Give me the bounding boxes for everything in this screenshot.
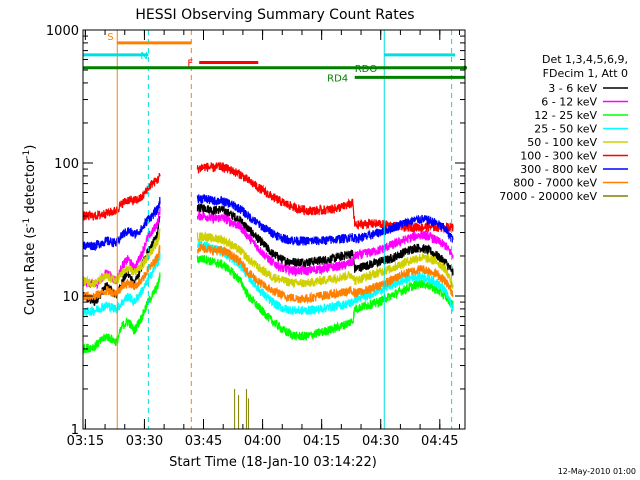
- legend-label: 7000 - 20000 keV: [499, 190, 597, 203]
- y-label-sup-1: -1: [22, 218, 32, 227]
- y-label-part-1: Count Rate (s: [23, 227, 38, 316]
- legend-label: 12 - 25 keV: [534, 109, 597, 122]
- legend-label: 50 - 100 keV: [527, 136, 597, 149]
- x-tick-label: 04:15: [303, 434, 340, 449]
- legend-header-line-2: FDecim 1, Att 0: [543, 67, 628, 80]
- flag-bars-layer: S N F RDO RD4: [83, 32, 467, 84]
- legend-label: 3 - 6 keV: [548, 82, 597, 95]
- flag-bar-label: N: [140, 51, 147, 62]
- flag-bar-label: F: [187, 58, 193, 69]
- series-line-6: [83, 161, 454, 234]
- series-line-7: [83, 193, 454, 252]
- y-tick-label: 1000: [46, 24, 79, 39]
- y-label-part-3: ): [23, 145, 38, 150]
- series-line-3: [83, 254, 454, 354]
- x-axis-label: Start Time (18-Jan-10 03:14:22): [169, 455, 377, 470]
- flag-bar-label: RDO: [355, 64, 378, 75]
- footer-date: 12-May-2010 01:00: [558, 467, 636, 476]
- markers-layer: [116, 30, 453, 429]
- y-label-sup-2: -1: [22, 150, 32, 159]
- legend-label: 100 - 300 keV: [520, 150, 597, 163]
- x-tick-label: 03:45: [185, 434, 222, 449]
- legend-label: 25 - 50 keV: [534, 123, 597, 136]
- legend-label: 6 - 12 keV: [541, 96, 597, 109]
- series-line-4: [83, 240, 454, 317]
- plot-frame: [82, 29, 466, 430]
- y-axis-label: Count Rate (s-1 detector-1): [22, 145, 38, 316]
- legend-header-line-1: Det 1,3,4,5,6,9,: [542, 53, 628, 66]
- y-tick-label: 10: [62, 290, 79, 305]
- y-tick-label: 1: [71, 423, 79, 438]
- legend-label: 300 - 800 keV: [520, 163, 597, 176]
- x-tick-label: 04:45: [421, 434, 458, 449]
- x-tick-label: 04:30: [362, 434, 399, 449]
- series-layer: [83, 161, 454, 429]
- x-tick-label: 03:30: [126, 434, 163, 449]
- flag-bar-label: RD4: [327, 73, 348, 84]
- chart-title: HESSI Observing Summary Count Rates: [135, 7, 414, 23]
- x-tick-label: 03:15: [67, 434, 104, 449]
- y-label-part-2: detector: [23, 158, 38, 218]
- axes-layer: 03:15 03:30 03:45 04:00 04:15 04:30 04:45 1 10 10…: [46, 24, 465, 449]
- series-line-8: [83, 244, 454, 305]
- x-tick-label: 04:00: [244, 434, 281, 449]
- y-tick-label: 100: [54, 157, 79, 172]
- series-line-5: [83, 228, 454, 289]
- legend: Det 1,3,4,5,6,9, FDecim 1, Att 0 3 - 6 k…: [499, 53, 628, 203]
- legend-label: 800 - 7000 keV: [513, 177, 597, 190]
- flag-bar-label: S: [107, 32, 113, 43]
